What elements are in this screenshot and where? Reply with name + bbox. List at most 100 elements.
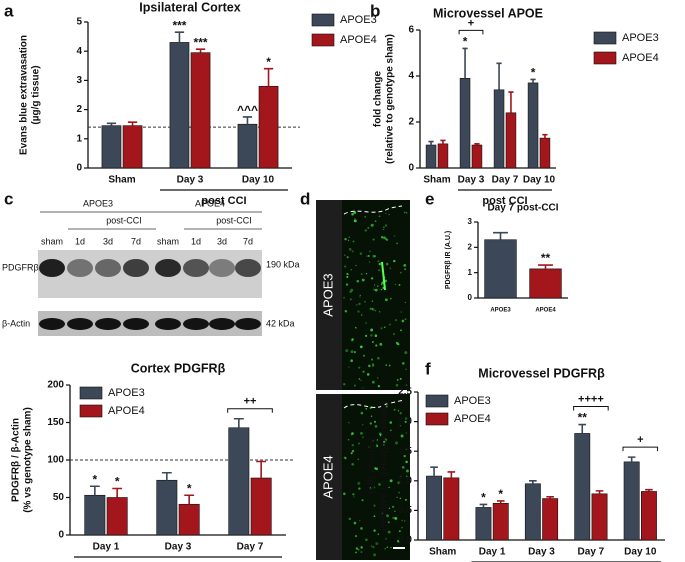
error-bar	[529, 480, 537, 484]
blot-band	[155, 259, 181, 277]
speckle	[385, 212, 387, 214]
speckle	[377, 260, 380, 263]
speckle	[395, 383, 399, 387]
legend-swatch	[425, 394, 449, 408]
speckle	[360, 273, 363, 275]
x-tick-label: Sham	[108, 175, 135, 186]
blot-lane: 7d	[131, 236, 141, 246]
blot-lane: 7d	[243, 236, 253, 246]
error-bar	[242, 116, 253, 125]
panel-label: e	[425, 189, 434, 208]
speckle	[404, 318, 407, 321]
speckle	[390, 297, 392, 300]
bar	[574, 433, 591, 541]
speckle	[401, 519, 403, 522]
speckle	[348, 248, 352, 251]
speckle	[368, 364, 371, 368]
blot-lane: 3d	[103, 236, 113, 246]
speckle	[347, 239, 350, 242]
speckle	[351, 449, 355, 453]
blot-lane: 3d	[217, 236, 227, 246]
speckle	[348, 236, 350, 239]
speckle	[402, 362, 405, 365]
y-axis-label: Evans blue extravasation	[19, 35, 30, 155]
speckle	[365, 272, 368, 275]
speckle	[398, 530, 401, 533]
speckle	[370, 545, 373, 547]
blot-band	[67, 318, 93, 330]
error-bar	[496, 62, 502, 90]
speckle	[389, 421, 393, 424]
error-bar	[645, 488, 653, 492]
speckle	[348, 366, 350, 368]
significance-label: *	[481, 491, 486, 505]
y-axis-label: fold change	[373, 71, 384, 128]
speckle	[382, 443, 385, 446]
blot-band	[39, 259, 65, 277]
bar	[527, 82, 539, 169]
speckle	[345, 283, 349, 286]
panel-label: f	[425, 359, 431, 378]
speckle	[365, 538, 368, 542]
panel-label: c	[4, 189, 13, 208]
speckle	[347, 438, 350, 441]
significance-label: **	[578, 411, 588, 425]
speckle	[372, 486, 376, 489]
x-tick-label: APOE3	[490, 308, 511, 314]
speckle	[375, 542, 379, 546]
y-tick-label: 1.0	[398, 475, 412, 486]
panel-label: a	[4, 1, 14, 20]
speckle	[382, 228, 385, 231]
y-tick-label: 150	[47, 417, 64, 428]
speckle	[404, 520, 406, 522]
speckle	[368, 486, 371, 489]
y-tick-label: 5	[76, 17, 82, 28]
speckle	[385, 405, 388, 408]
speckle	[378, 215, 381, 218]
speckle	[371, 277, 374, 280]
speckle	[355, 551, 357, 554]
chart-title: Cortex PDGFRβ	[131, 361, 226, 375]
speckle	[385, 262, 389, 266]
speckle	[366, 373, 370, 376]
speckle	[350, 350, 354, 354]
speckle	[397, 410, 400, 412]
bar	[640, 491, 657, 541]
blot-membrane	[38, 250, 262, 298]
speckle	[398, 491, 401, 494]
speckle	[388, 507, 391, 510]
speckle	[383, 326, 386, 329]
speckle	[351, 432, 354, 435]
speckle	[362, 387, 364, 389]
speckle	[352, 240, 355, 243]
y-tick-label: 100	[47, 455, 64, 466]
speckle	[365, 322, 367, 324]
error-bar	[627, 456, 636, 462]
speckle	[346, 256, 349, 259]
group-label: post CCI	[201, 195, 246, 207]
bar	[539, 137, 551, 169]
y-tick-label: 0.5	[398, 505, 412, 516]
speckle	[375, 444, 379, 448]
speckle	[378, 483, 381, 486]
blot-row-label: β-Actin	[2, 318, 30, 328]
error-bar	[233, 417, 244, 428]
speckle	[377, 285, 379, 287]
y-tick-label: 6	[408, 25, 414, 36]
bar	[437, 143, 449, 169]
speckle	[360, 546, 363, 549]
bracket	[573, 406, 609, 411]
bracket-label: +	[637, 434, 643, 446]
y-tick-label: 200	[47, 380, 64, 391]
speckle	[353, 350, 356, 354]
speckle	[344, 254, 346, 256]
speckle	[385, 238, 389, 241]
error-bar	[578, 423, 587, 434]
speckle	[389, 267, 392, 269]
micrograph-label: APOE3	[320, 273, 335, 316]
x-tick-label: Day 10	[624, 547, 657, 558]
y-tick-label: 1	[76, 133, 82, 144]
blot-band	[39, 318, 65, 330]
error-bar	[127, 121, 138, 126]
legend-label: APOE4	[454, 413, 491, 425]
